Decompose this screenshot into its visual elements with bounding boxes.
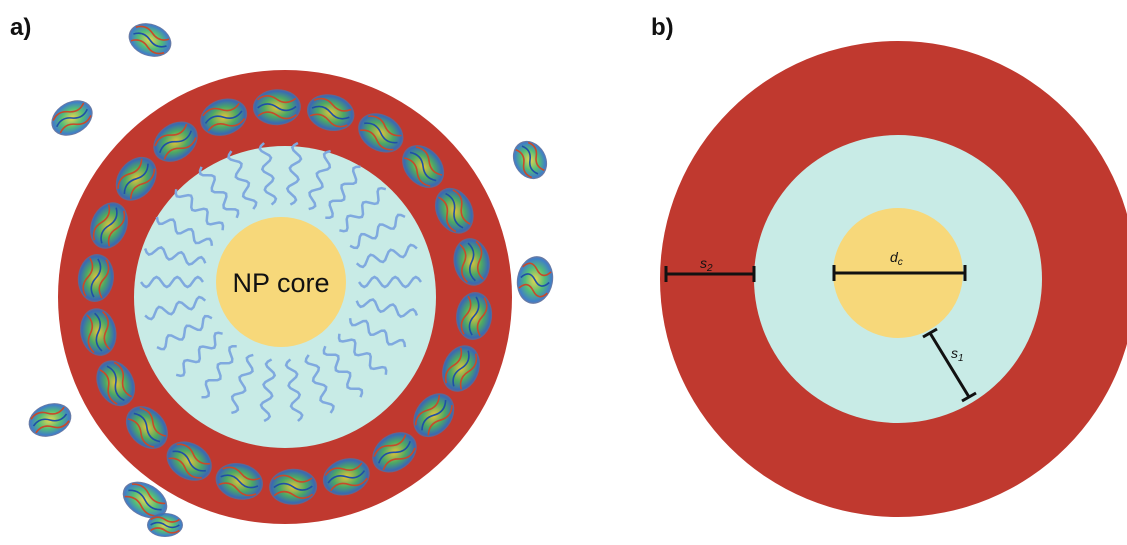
protein-ribbon-icon bbox=[413, 393, 455, 438]
panel-label-b: b) bbox=[651, 14, 674, 41]
dimension-s2 bbox=[664, 266, 756, 282]
protein-ribbon-icon bbox=[434, 187, 474, 234]
protein-ribbon-icon bbox=[147, 513, 183, 537]
protein-ribbon-icon bbox=[307, 94, 355, 132]
ligand-wavy-line-icon bbox=[156, 314, 213, 351]
ligand-wavy-line-icon bbox=[284, 358, 304, 422]
ligand-wavy-line-icon bbox=[155, 216, 214, 246]
panel-b-diagram: s2 dc s1 bbox=[660, 41, 1127, 517]
protein-ribbon-icon bbox=[122, 481, 168, 519]
ligand-wavy-line-icon bbox=[143, 246, 207, 266]
ligand-wavy-line-icon bbox=[308, 149, 332, 211]
protein-ribbon-icon bbox=[128, 23, 172, 57]
protein-ribbon-icon bbox=[516, 256, 554, 304]
ligand-wavy-line-icon bbox=[355, 298, 419, 318]
protein-ribbon-icon bbox=[402, 145, 445, 188]
ligand-wavy-line-icon bbox=[139, 275, 205, 289]
ligand-wavy-line-icon bbox=[355, 243, 418, 269]
protein-ribbon-icon bbox=[215, 462, 263, 500]
protein-ribbon-icon bbox=[322, 458, 370, 496]
protein-ribbon-icon bbox=[51, 100, 93, 136]
ligand-wavy-line-icon bbox=[285, 141, 303, 206]
protein-ribbon-icon bbox=[90, 202, 128, 249]
dimension-label-s2: s2 bbox=[700, 255, 713, 274]
ligand-wavy-line-icon bbox=[325, 165, 361, 220]
ligand-wavy-line-icon bbox=[322, 345, 364, 398]
protein-ribbon-icon bbox=[115, 156, 157, 201]
ligand-wavy-line-icon bbox=[349, 213, 406, 250]
protein-ribbon-icon bbox=[512, 140, 548, 180]
protein-corona bbox=[28, 23, 554, 537]
np-core bbox=[216, 217, 346, 347]
ligand-wavy-line-icon bbox=[201, 344, 237, 399]
ligand-wavy-line-icon bbox=[259, 358, 277, 423]
panel-a-diagram: NP core bbox=[28, 23, 554, 537]
protein-ribbon-icon bbox=[28, 403, 72, 437]
protein-ribbon-icon bbox=[153, 121, 198, 162]
ligand-wavy-line-icon bbox=[144, 295, 207, 321]
protein-ribbon-icon bbox=[269, 468, 318, 505]
ligand-wavy-line-icon bbox=[174, 189, 225, 231]
panel-label-a: a) bbox=[10, 14, 32, 41]
ligand-wavy-line-icon bbox=[339, 186, 387, 233]
protein-ribbon-icon bbox=[125, 406, 168, 449]
ligand-layer bbox=[139, 141, 423, 423]
protein-ribbon-icon bbox=[96, 360, 136, 407]
ligand-wavy-line-icon bbox=[230, 353, 254, 415]
ligand-wavy-line-icon bbox=[227, 150, 258, 210]
protein-ribbon-icon bbox=[166, 441, 212, 481]
dimension-dc bbox=[832, 265, 967, 281]
dimension-s1 bbox=[922, 327, 977, 403]
protein-ribbon-icon bbox=[200, 98, 248, 136]
protein-ribbon-icon bbox=[442, 345, 480, 392]
protein-ribbon-icon bbox=[80, 308, 117, 356]
protein-ribbon-icon bbox=[252, 89, 301, 126]
ligand-wavy-line-icon bbox=[337, 333, 388, 375]
dimension-label-dc: dc bbox=[890, 249, 903, 268]
ligand-wavy-line-icon bbox=[348, 318, 407, 348]
protein-ribbon-icon bbox=[453, 238, 490, 286]
ligand-wavy-line-icon bbox=[198, 166, 240, 219]
protein-ribbon-icon bbox=[456, 292, 493, 340]
protein-ribbon-icon bbox=[358, 113, 404, 153]
np-core-label: NP core bbox=[232, 268, 329, 298]
dimension-label-s1: s1 bbox=[951, 345, 964, 364]
ligand-wavy-line-icon bbox=[357, 275, 423, 289]
ligand-wavy-line-icon bbox=[175, 331, 223, 378]
ligand-wavy-line-icon bbox=[258, 142, 278, 206]
protein-ribbon-icon bbox=[77, 254, 114, 302]
ligand-wavy-line-icon bbox=[304, 354, 335, 414]
protein-ribbon-icon bbox=[372, 432, 417, 473]
